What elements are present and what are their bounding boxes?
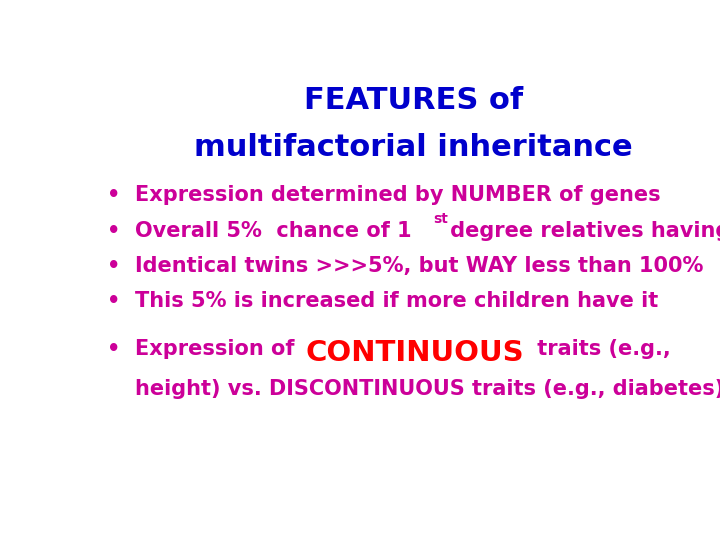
Text: Identical twins >>>5%, but WAY less than 100%: Identical twins >>>5%, but WAY less than… (135, 256, 703, 276)
Text: •: • (107, 339, 120, 359)
Text: Expression determined by NUMBER of genes: Expression determined by NUMBER of genes (135, 185, 660, 205)
Text: degree relatives having it: degree relatives having it (443, 221, 720, 241)
Text: traits (e.g.,: traits (e.g., (531, 339, 671, 359)
Text: Expression of: Expression of (135, 339, 302, 359)
Text: •: • (107, 292, 120, 312)
Text: st: st (433, 212, 448, 226)
Text: •: • (107, 221, 120, 241)
Text: FEATURES of: FEATURES of (304, 85, 523, 114)
Text: •: • (107, 256, 120, 276)
Text: multifactorial inheritance: multifactorial inheritance (194, 133, 633, 163)
Text: Overall 5%  chance of 1: Overall 5% chance of 1 (135, 221, 411, 241)
Text: height) vs. DISCONTINUOUS traits (e.g., diabetes): height) vs. DISCONTINUOUS traits (e.g., … (135, 379, 720, 399)
Text: CONTINUOUS: CONTINUOUS (305, 339, 524, 367)
Text: •: • (107, 185, 120, 205)
Text: This 5% is increased if more children have it: This 5% is increased if more children ha… (135, 292, 658, 312)
